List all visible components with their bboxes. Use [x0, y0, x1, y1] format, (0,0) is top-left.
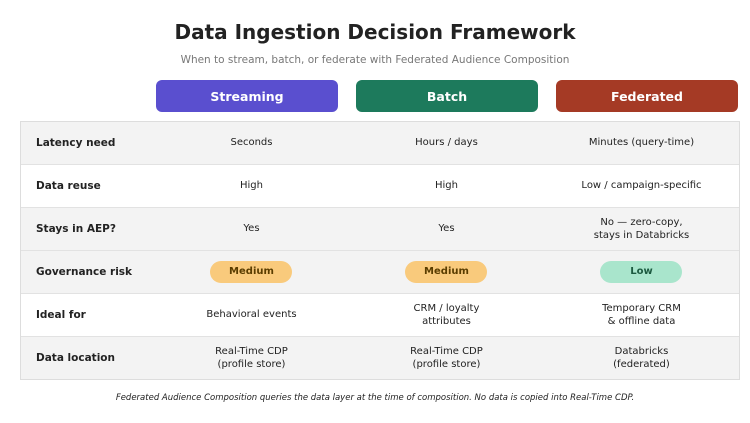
cell: Seconds	[230, 137, 273, 149]
cell: CRM / loyalty attributes	[413, 302, 480, 328]
cell: Real-Time CDP (profile store)	[410, 345, 483, 371]
row: Governance risk Medium Medium Low	[21, 251, 739, 294]
risk-pill: Medium	[210, 261, 293, 283]
row-label: Data location	[36, 352, 115, 364]
column-header: Streaming	[156, 80, 338, 112]
row: Latency need Seconds Hours / days Minute…	[21, 122, 739, 165]
cell: Behavioral events	[206, 309, 297, 321]
cell: Minutes (query-time)	[588, 137, 695, 149]
cell: Yes	[243, 223, 260, 235]
cell: Hours / days	[415, 137, 478, 149]
footnote: Federated Audience Composition queries t…	[115, 393, 635, 403]
cell: No — zero-copy, stays in Databricks	[593, 216, 690, 242]
row: Ideal for Behavioral events CRM / loyalt…	[21, 294, 739, 337]
cell: Medium	[349, 261, 544, 283]
cell: High	[434, 180, 458, 192]
cell: Medium	[154, 261, 349, 283]
cell: Real-Time CDP (profile store)	[215, 345, 288, 371]
cell: Temporary CRM & offline data	[602, 302, 681, 328]
risk-pill: Medium	[405, 261, 488, 283]
row-label: Stays in AEP?	[36, 223, 116, 235]
table: Latency need Seconds Hours / days Minute…	[20, 121, 740, 380]
column-header: Batch	[356, 80, 538, 112]
row-label: Ideal for	[36, 309, 86, 321]
title: Data Ingestion Decision Framework	[174, 20, 576, 44]
cell: Low	[544, 261, 739, 283]
cell: Low / campaign-specific	[581, 180, 702, 192]
risk-pill: Low	[600, 261, 683, 283]
column-header: Federated	[556, 80, 738, 112]
row: Data location Real-Time CDP (profile sto…	[21, 337, 739, 379]
row: Stays in AEP? Yes Yes No — zero-copy, st…	[21, 208, 739, 251]
cell: High	[239, 180, 263, 192]
cell: Yes	[438, 223, 455, 235]
row-label: Data reuse	[36, 180, 101, 192]
row-label: Governance risk	[36, 266, 133, 278]
row-label: Latency need	[36, 137, 116, 149]
cell: Databricks (federated)	[613, 345, 670, 371]
subtitle: When to stream, batch, or federate with …	[180, 54, 570, 66]
row: Data reuse High High Low / campaign-spec…	[21, 165, 739, 208]
